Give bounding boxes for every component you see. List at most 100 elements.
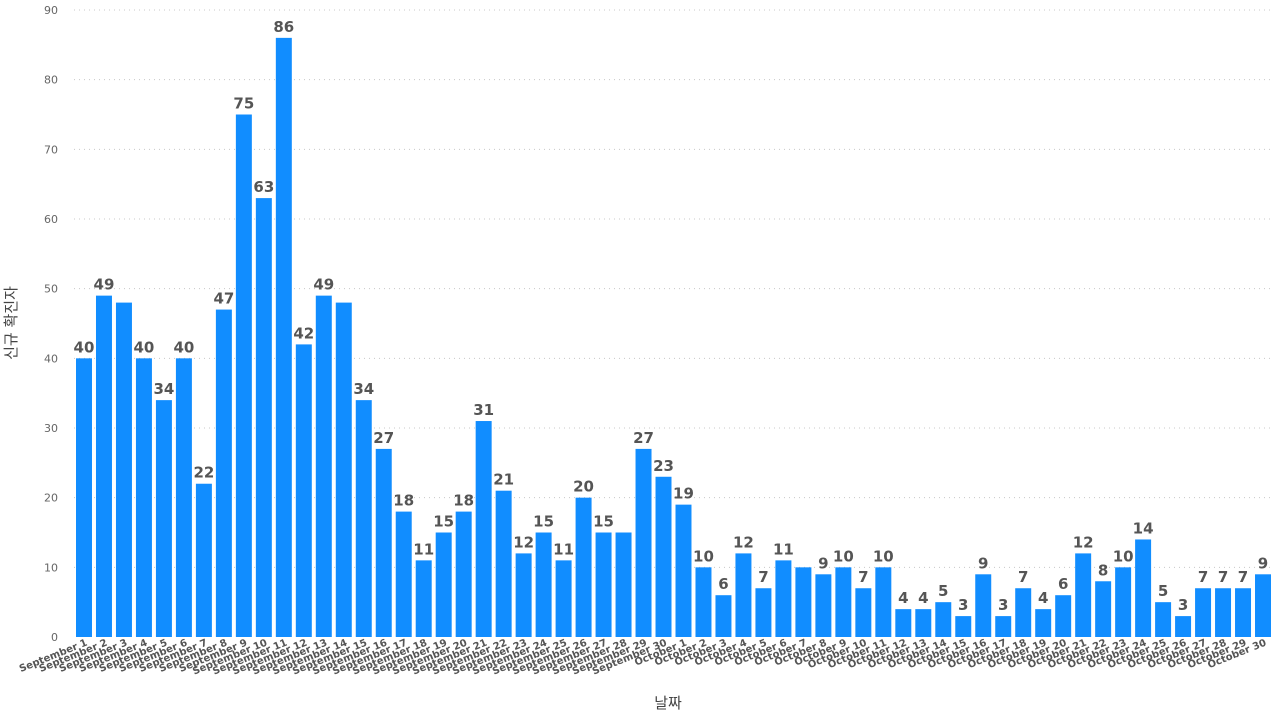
- bar: [855, 588, 872, 637]
- y-tick-label: 20: [44, 492, 58, 505]
- data-label: 14: [1133, 519, 1154, 537]
- bar: [895, 609, 912, 637]
- bar: [1135, 539, 1152, 637]
- bar: [335, 302, 352, 637]
- bar: [115, 302, 132, 637]
- bar: [935, 602, 952, 637]
- bar: [275, 37, 292, 638]
- bar: [195, 483, 212, 637]
- bar: [1095, 581, 1112, 637]
- data-label: 3: [1178, 596, 1188, 614]
- y-tick-label: 90: [44, 4, 58, 17]
- bar: [555, 560, 572, 637]
- data-label: 40: [134, 338, 155, 356]
- bar: [575, 497, 592, 637]
- data-label: 20: [573, 478, 594, 496]
- data-label: 5: [1158, 582, 1168, 600]
- data-label: 3: [998, 596, 1008, 614]
- bar: [495, 490, 512, 637]
- data-label: 6: [1058, 575, 1068, 593]
- data-label: 63: [253, 178, 274, 196]
- data-label: 49: [313, 276, 334, 294]
- data-label: 7: [858, 568, 868, 586]
- bar: [1075, 553, 1092, 637]
- data-label: 75: [233, 95, 254, 113]
- bar: [835, 567, 852, 637]
- data-label: 9: [978, 554, 988, 572]
- bar: [255, 198, 272, 637]
- data-label: 49: [94, 276, 115, 294]
- data-label: 8: [1098, 561, 1108, 579]
- data-label: 15: [533, 513, 554, 531]
- bar: [1055, 595, 1072, 637]
- bar: [875, 567, 892, 637]
- bar: [375, 448, 392, 637]
- data-label: 34: [153, 380, 174, 398]
- data-label: 10: [1113, 547, 1134, 565]
- data-label: 12: [733, 533, 754, 551]
- bar: [235, 114, 252, 637]
- data-label: 11: [413, 540, 434, 558]
- data-label: 7: [758, 568, 768, 586]
- bar: [435, 532, 452, 637]
- bar: [1215, 588, 1232, 637]
- data-label: 34: [353, 380, 374, 398]
- data-label: 18: [393, 492, 414, 510]
- data-label: 4: [1038, 589, 1048, 607]
- data-label: 27: [373, 429, 394, 447]
- data-label: 40: [74, 338, 95, 356]
- bar: [615, 532, 632, 637]
- bar: [75, 358, 92, 637]
- bar: [775, 560, 792, 637]
- y-tick-label: 30: [44, 422, 58, 435]
- data-label: 11: [553, 540, 574, 558]
- data-label: 6: [718, 575, 728, 593]
- data-label: 18: [453, 492, 474, 510]
- data-label: 9: [818, 554, 828, 572]
- bar: [735, 553, 752, 637]
- bar: [635, 448, 652, 637]
- bar: [1035, 609, 1052, 637]
- data-label: 7: [1238, 568, 1248, 586]
- bar: [1155, 602, 1172, 637]
- bar: [1115, 567, 1132, 637]
- bar: [475, 421, 492, 637]
- y-axis-ticks: 0 10 20 30 40 50 60 70 80 90: [44, 4, 58, 644]
- y-tick-label: 60: [44, 213, 58, 226]
- bar: [955, 616, 972, 637]
- bar: [155, 400, 172, 637]
- bar: [295, 344, 312, 637]
- data-label: 12: [1073, 533, 1094, 551]
- bar: [595, 532, 612, 637]
- data-label: 10: [693, 547, 714, 565]
- bar: [995, 616, 1012, 637]
- data-label: 7: [1018, 568, 1028, 586]
- bar: [215, 309, 232, 637]
- x-axis-title: 날짜: [654, 694, 682, 712]
- bar: [455, 511, 472, 637]
- bar: [795, 567, 812, 637]
- bar: [515, 553, 532, 637]
- data-label: 40: [173, 338, 194, 356]
- data-labels: 4049403440224775638642493427181115183121…: [74, 18, 1269, 614]
- bar: [975, 574, 992, 637]
- data-label: 7: [1218, 568, 1228, 586]
- bar: [1195, 588, 1212, 637]
- data-label: 12: [513, 533, 534, 551]
- y-tick-label: 40: [44, 352, 58, 365]
- data-label: 4: [898, 589, 908, 607]
- y-tick-label: 10: [44, 561, 58, 574]
- y-tick-label: 50: [44, 283, 58, 296]
- y-tick-label: 70: [44, 143, 58, 156]
- bar: [315, 295, 332, 637]
- bar: [1015, 588, 1032, 637]
- bar: [655, 476, 672, 637]
- data-label: 19: [673, 485, 694, 503]
- data-label: 5: [938, 582, 948, 600]
- bar: [815, 574, 832, 637]
- bar: [95, 295, 112, 637]
- data-label: 11: [773, 540, 794, 558]
- bar: [755, 588, 772, 637]
- bar: [1175, 616, 1192, 637]
